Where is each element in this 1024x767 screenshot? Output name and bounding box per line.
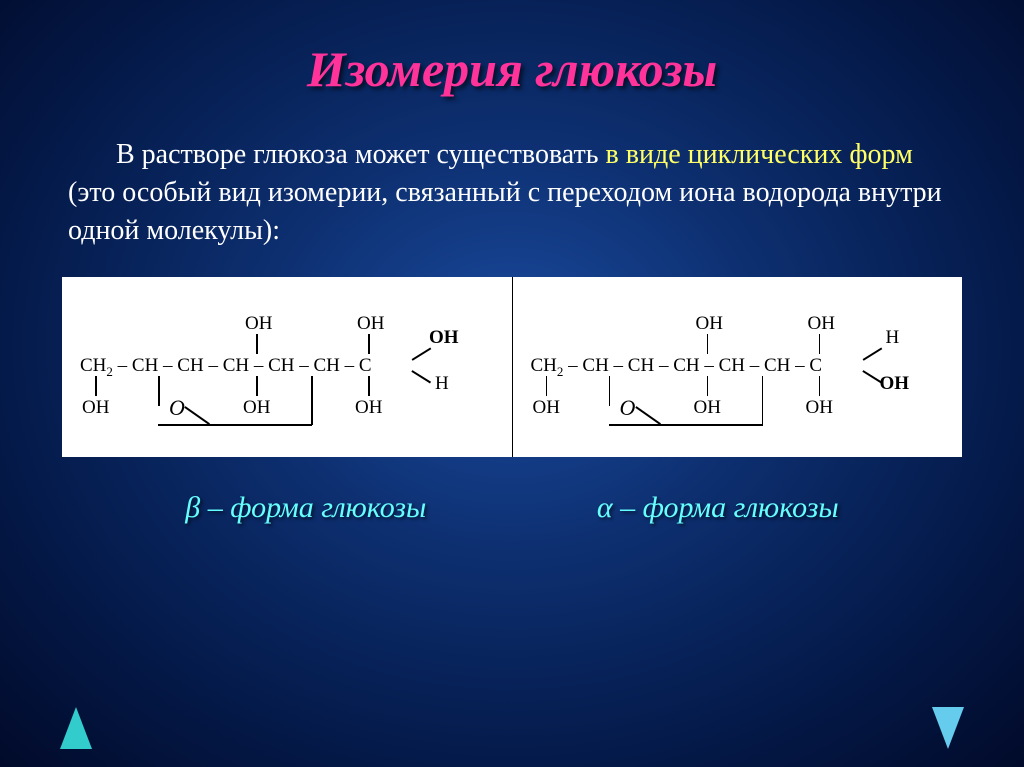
slide-title: Изомерия глюкозы	[60, 40, 964, 98]
beta-b1: OH	[82, 397, 109, 419]
alpha-t3: OH	[696, 313, 723, 335]
caption-beta: β – форма глюкозы	[185, 491, 426, 525]
alpha-bridge-o: O	[620, 395, 636, 421]
beta-ang-up	[412, 348, 431, 361]
body-pretext: В растворе глюкоза может существовать	[116, 139, 606, 170]
alpha-vt3	[707, 334, 709, 354]
body-posttext: (это особый вид изомерии, связанный с пе…	[68, 177, 942, 246]
formula-row: CH2 – CH – CH – CH – CH – CH – C OH OH O…	[62, 277, 962, 457]
captions-row: β – форма глюкозы α – форма глюкозы	[60, 491, 964, 525]
alpha-vb1	[546, 376, 548, 396]
beta-bridge-b1	[158, 424, 312, 426]
alpha-bridge-l	[609, 376, 611, 406]
alpha-vb5	[819, 376, 821, 396]
beta-vt5	[368, 334, 370, 354]
alpha-vb3	[707, 376, 709, 396]
body-paragraph: В растворе глюкоза может существовать в …	[60, 136, 964, 249]
beta-vb1	[95, 376, 97, 396]
nav-arrow-down[interactable]	[932, 707, 964, 749]
alpha-bridge-r	[762, 376, 764, 425]
alpha-chain: CH2 – CH – CH – CH – CH – CH – C	[531, 355, 823, 380]
formula-beta: CH2 – CH – CH – CH – CH – CH – C OH OH O…	[62, 277, 513, 457]
beta-anomeric-oh: OH	[429, 327, 459, 349]
alpha-bridge-b1	[609, 424, 763, 426]
beta-ang-dn	[412, 371, 431, 384]
alpha-vt5	[819, 334, 821, 354]
beta-b3: OH	[243, 397, 270, 419]
alpha-t6: H	[886, 327, 900, 349]
formula-alpha: CH2 – CH – CH – CH – CH – CH – C OH OH H…	[513, 277, 963, 457]
beta-vt3	[256, 334, 258, 354]
beta-vb3	[256, 376, 258, 396]
alpha-b1: OH	[533, 397, 560, 419]
alpha-ang-up	[862, 348, 881, 361]
beta-c1: CH2 – CH – CH – CH – CH – CH – C	[80, 355, 372, 380]
alpha-anomeric-oh: OH	[880, 373, 910, 395]
beta-t5: OH	[357, 313, 384, 335]
beta-bridge-l	[158, 376, 160, 406]
alpha-b5: OH	[806, 397, 833, 419]
beta-t3: OH	[245, 313, 272, 335]
alpha-bridge-diag	[635, 407, 660, 425]
alpha-b3: OH	[694, 397, 721, 419]
alpha-t5: OH	[808, 313, 835, 335]
beta-vb5	[368, 376, 370, 396]
beta-bridge-diag	[185, 407, 210, 425]
body-highlight: в виде циклических форм	[606, 139, 913, 170]
beta-b5: OH	[355, 397, 382, 419]
slide-container: Изомерия глюкозы В растворе глюкоза може…	[0, 0, 1024, 767]
nav-arrow-up[interactable]	[60, 707, 92, 749]
caption-alpha: α – форма глюкозы	[597, 491, 839, 525]
beta-b6: H	[435, 373, 449, 395]
beta-bridge-o: O	[169, 395, 185, 421]
beta-bridge-r	[311, 376, 313, 425]
